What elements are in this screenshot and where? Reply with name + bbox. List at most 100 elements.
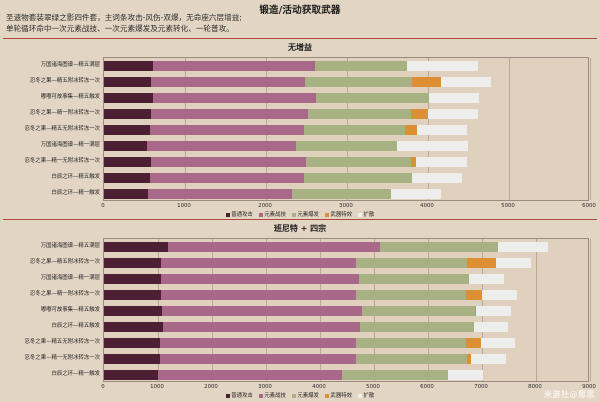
category-label: 万国诸海图谱—精五满层 xyxy=(40,242,100,249)
legend-label: 元素战技 xyxy=(264,393,286,399)
legend-item[interactable]: 元素爆发 xyxy=(291,391,319,399)
bar-segment xyxy=(411,109,429,119)
bar-segment xyxy=(104,322,163,332)
bar-segment xyxy=(471,354,506,364)
bar-segment xyxy=(291,189,392,199)
x-tick-label: 5000 xyxy=(501,203,515,209)
legend-item[interactable]: 武器特效 xyxy=(324,210,352,218)
bar-segment xyxy=(496,258,531,268)
legend-item[interactable]: 扩散 xyxy=(358,391,374,399)
bar-segment xyxy=(480,338,516,348)
x-tick-label: 7000 xyxy=(474,384,488,390)
bar-segment xyxy=(160,290,357,300)
legend-item[interactable]: 普通攻击 xyxy=(225,391,253,399)
legend-label: 武器特效 xyxy=(330,393,352,399)
bar-segment xyxy=(307,109,412,119)
page-title: 锻造/活动获取武器 xyxy=(259,5,341,16)
bar-segment xyxy=(417,125,468,135)
bar-segment xyxy=(397,141,469,151)
bar-row xyxy=(104,61,590,71)
category-label: 忍冬之果—精五附冰转冻一次 xyxy=(29,77,100,84)
legend-swatch xyxy=(358,393,362,398)
bar-row xyxy=(104,354,590,364)
bar-segment xyxy=(104,109,151,119)
page-header: 锻造/活动获取武器 圣遗物套装翠绿之影四件套，主词条攻击-风伤-双爆，无命座六层… xyxy=(0,0,600,38)
x-tick-label: 3000 xyxy=(258,384,272,390)
bar-segment xyxy=(104,258,161,268)
bar-segment xyxy=(104,354,161,364)
bar-segment xyxy=(104,338,161,348)
bar-segment xyxy=(148,189,292,199)
category-label: 忍冬之果—精一无附冰转冻一次 xyxy=(24,157,100,164)
legend-label: 扩散 xyxy=(363,393,375,399)
bar-segment xyxy=(429,93,480,103)
bar-segment xyxy=(104,141,148,151)
legend-swatch xyxy=(291,212,296,217)
bar-row xyxy=(104,290,590,300)
bar-segment xyxy=(150,157,306,167)
bar-segment xyxy=(160,258,356,268)
category-label: 白辰之环—精五触发 xyxy=(51,322,100,329)
legend-label: 扩散 xyxy=(363,212,375,218)
bar-segment xyxy=(405,125,418,135)
legend-label: 武器特效 xyxy=(330,212,352,218)
bar-segment xyxy=(150,125,304,135)
bar-segment xyxy=(104,157,151,167)
legend-item[interactable]: 元素爆发 xyxy=(291,210,319,218)
x-tick-label: 3000 xyxy=(339,203,353,209)
bar-segment xyxy=(104,274,161,284)
x-tick-label: 2000 xyxy=(204,384,218,390)
bar-row xyxy=(104,77,590,87)
gridline xyxy=(509,58,510,200)
bar-segment xyxy=(359,322,474,332)
bar-segment xyxy=(341,370,449,380)
legend-item[interactable]: 元素战技 xyxy=(258,210,286,218)
chart-1-plot: 万国诸海图谱—精五满层 忍冬之果—精五附冰转冻一次 嘟嘟可故事集—精五触发 忍冬之果—… xyxy=(3,55,597,218)
bar-segment xyxy=(391,189,442,199)
category-label: 忍冬之果—精五附冰转冻一次 xyxy=(29,258,100,265)
bar-segment xyxy=(497,242,548,252)
bar-segment xyxy=(104,306,163,316)
note-line-2: 单轮循环命中一次元素战技、一次元素爆发及元素转化、一轮普攻。 xyxy=(6,23,234,33)
legend-item[interactable]: 普通攻击 xyxy=(225,210,253,218)
bar-segment xyxy=(167,242,381,252)
plot-area xyxy=(103,238,591,382)
x-tick-label: 6000 xyxy=(582,203,596,209)
category-label: 万国诸海图谱—精一满层 xyxy=(40,274,100,281)
bar-segment xyxy=(466,354,472,364)
bar-segment xyxy=(448,370,483,380)
chart-panel-no-buff: 无增益 万国诸海图谱—精五满层 忍冬之果—精五附冰转冻一次 嘟嘟可故事集—精五触发忍… xyxy=(3,38,597,219)
legend-item[interactable]: 扩散 xyxy=(358,210,374,218)
legend-item[interactable]: 武器特效 xyxy=(324,391,352,399)
bar-segment xyxy=(162,322,360,332)
bar-segment xyxy=(411,173,462,183)
bar-segment xyxy=(305,157,411,167)
x-tick-label: 1000 xyxy=(150,384,164,390)
bar-segment xyxy=(104,61,153,71)
x-tick-label: 6000 xyxy=(420,384,434,390)
legend-label: 元素爆发 xyxy=(297,212,319,218)
bar-segment xyxy=(466,338,481,348)
bar-segment xyxy=(356,290,466,300)
bar-segment xyxy=(296,141,398,151)
bar-segment xyxy=(304,173,412,183)
x-tick-label: 4000 xyxy=(312,384,326,390)
bar-segment xyxy=(359,274,470,284)
note-line-1: 圣遗物套装翠绿之影四件套，主词条攻击-风伤-双爆，无命座六层增益; xyxy=(6,13,242,22)
chart-1-title: 无增益 xyxy=(288,43,312,52)
bar-row xyxy=(104,322,590,332)
bar-segment xyxy=(466,258,497,268)
bar-segment xyxy=(104,173,151,183)
legend-item[interactable]: 元素战技 xyxy=(258,391,286,399)
bar-row xyxy=(104,274,590,284)
bar-segment xyxy=(104,370,159,380)
bar-segment xyxy=(150,109,308,119)
chart-2-plot: 万国诸海图谱—精五满层 忍冬之果—精五附冰转冻一次 万国诸海图谱—精一满层 忍冬之果—… xyxy=(3,236,597,399)
bar-segment xyxy=(315,93,430,103)
x-tick-label: 9000 xyxy=(582,384,596,390)
bar-row xyxy=(104,338,590,348)
chart-legend: 普通攻击 元素战技 元素爆发 武器特效 扩散 xyxy=(3,391,597,399)
bar-segment xyxy=(355,258,467,268)
category-label: 忍冬之果—精五无附冰转冻一次 xyxy=(24,125,100,132)
